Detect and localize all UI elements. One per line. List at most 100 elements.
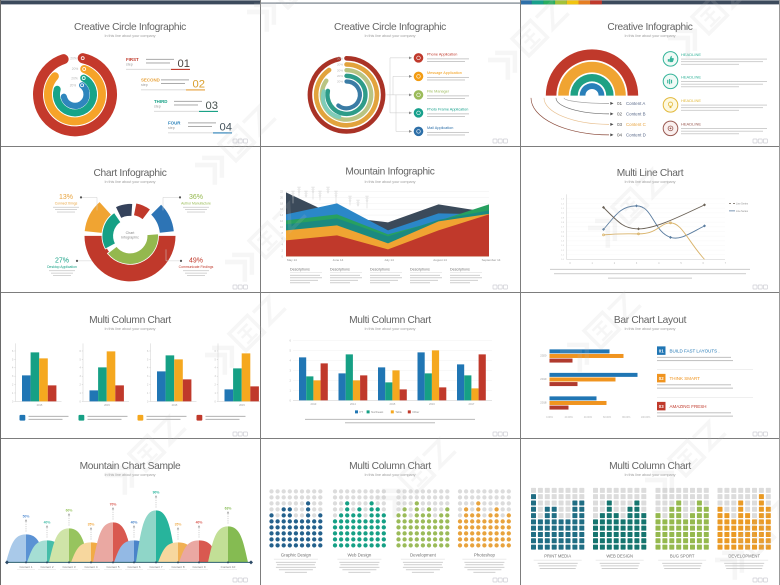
svg-text:20%: 20% <box>70 56 77 60</box>
svg-text:PT: PT <box>360 409 364 413</box>
svg-text:5: 5 <box>290 348 292 352</box>
svg-text:4: 4 <box>147 366 149 369</box>
svg-text:Content B: Content B <box>626 111 646 116</box>
svg-text:1.2: 1.2 <box>561 204 565 206</box>
svg-text:60%: 60% <box>66 508 73 512</box>
svg-text:Content 6: Content 6 <box>127 565 140 569</box>
svg-text:5: 5 <box>214 358 216 361</box>
svg-text:Line Series: Line Series <box>736 210 749 213</box>
svg-text:0: 0 <box>79 400 81 403</box>
svg-text:Content 3: Content 3 <box>62 565 75 569</box>
svg-text:0.00%: 0.00% <box>546 415 554 418</box>
svg-text:5: 5 <box>147 358 149 361</box>
svg-text:Descriptions: Descriptions <box>290 268 310 272</box>
svg-text:20%: 20% <box>337 63 343 67</box>
svg-text:step: step <box>168 126 175 130</box>
svg-text:02: 02 <box>659 375 664 380</box>
svg-text:36%: 36% <box>189 194 203 201</box>
svg-text:2019: 2019 <box>540 376 547 380</box>
svg-text:5: 5 <box>79 358 81 361</box>
svg-text:Content 10: Content 10 <box>221 565 236 569</box>
svg-text:THINK SMART: THINK SMART <box>670 375 701 380</box>
svg-text:Chart Infographic: Chart Infographic <box>93 168 166 179</box>
svg-text:Photoshop: Photoshop <box>474 552 496 557</box>
svg-text:2015: 2015 <box>239 402 245 406</box>
svg-text:Creative Infographic: Creative Infographic <box>607 22 692 33</box>
svg-text:20%: 20% <box>337 74 343 78</box>
svg-text:0: 0 <box>147 400 149 403</box>
svg-text:FIRST: FIRST <box>126 57 139 62</box>
svg-text:6: 6 <box>290 338 292 342</box>
svg-text:1.4: 1.4 <box>561 241 565 243</box>
svg-text:4: 4 <box>658 262 660 265</box>
svg-text:Content 1: Content 1 <box>19 565 32 569</box>
svg-text:2: 2 <box>282 249 284 253</box>
svg-text:2015: 2015 <box>172 402 178 406</box>
svg-text:THIRD: THIRD <box>154 99 167 104</box>
svg-text:4: 4 <box>12 366 14 369</box>
svg-text:HEADLINE: HEADLINE <box>681 52 701 57</box>
svg-text:Communicate Findings: Communicate Findings <box>179 265 214 269</box>
svg-text:03: 03 <box>206 100 218 112</box>
svg-text:Creative Circle Infographic: Creative Circle Infographic <box>334 22 446 33</box>
svg-text:In this line about your compan: In this line about your company <box>104 180 155 184</box>
svg-text:4: 4 <box>214 366 216 369</box>
svg-text:Graphic Design: Graphic Design <box>281 552 312 557</box>
svg-text:8: 8 <box>282 231 284 235</box>
svg-text:04: 04 <box>220 121 232 133</box>
svg-text:Photo Frame Application: Photo Frame Application <box>427 108 468 112</box>
svg-text:2016: 2016 <box>429 401 435 405</box>
svg-text:1.8: 1.8 <box>561 222 565 224</box>
svg-text:1: 1 <box>290 388 292 392</box>
svg-text:HEADLINE: HEADLINE <box>681 75 701 80</box>
svg-text:HEADLINE: HEADLINE <box>681 122 701 127</box>
svg-text:40%: 40% <box>196 520 203 524</box>
svg-text:In this line about your compan: In this line about your company <box>364 34 415 38</box>
svg-text:20%: 20% <box>337 56 343 60</box>
svg-text:1.3: 1.3 <box>561 199 565 201</box>
svg-text:July 14: July 14 <box>384 258 394 262</box>
svg-text:step: step <box>154 105 161 109</box>
svg-text:Multi Column Chart: Multi Column Chart <box>89 314 171 325</box>
svg-text:HEADLINE: HEADLINE <box>681 98 701 103</box>
svg-text:2: 2 <box>12 383 14 386</box>
svg-text:63%: 63% <box>225 506 232 510</box>
svg-text:20%: 20% <box>337 80 343 84</box>
svg-text:2: 2 <box>214 383 216 386</box>
svg-text:02: 02 <box>617 111 623 116</box>
svg-text:Table: Table <box>395 409 402 413</box>
svg-text:4: 4 <box>290 358 292 362</box>
svg-text:Descriptions: Descriptions <box>410 268 430 272</box>
svg-text:49%: 49% <box>189 258 203 265</box>
svg-text:70%: 70% <box>110 502 117 506</box>
svg-text:3: 3 <box>79 375 81 378</box>
svg-text:16: 16 <box>280 207 283 211</box>
svg-text:2: 2 <box>79 383 81 386</box>
svg-text:0: 0 <box>12 400 14 403</box>
svg-text:0: 0 <box>282 255 284 259</box>
svg-text:1: 1 <box>592 262 594 265</box>
svg-text:step: step <box>141 83 148 87</box>
svg-text:In this line about your compan: In this line about your company <box>624 326 675 330</box>
svg-text:50%: 50% <box>23 514 30 518</box>
svg-text:Descriptions: Descriptions <box>370 268 390 272</box>
svg-text:35%: 35% <box>88 522 95 526</box>
svg-text:Content 5: Content 5 <box>106 565 119 569</box>
svg-text:6: 6 <box>147 349 149 352</box>
svg-text:4: 4 <box>282 243 284 247</box>
svg-text:1.7: 1.7 <box>561 227 565 229</box>
svg-text:02: 02 <box>193 78 205 90</box>
svg-text:Other: Other <box>412 409 419 413</box>
svg-text:In this line about your compan: In this line about your company <box>624 34 675 38</box>
svg-text:June 14: June 14 <box>333 258 344 262</box>
svg-text:1.9: 1.9 <box>561 218 565 220</box>
svg-text:Message Application: Message Application <box>427 71 462 75</box>
svg-text:Multi Column Chart: Multi Column Chart <box>609 461 691 472</box>
svg-text:01: 01 <box>659 348 664 353</box>
svg-text:In this line about your compan: In this line about your company <box>364 326 415 330</box>
svg-text:In this line about your compan: In this line about your company <box>104 473 155 477</box>
svg-text:2: 2 <box>614 262 616 265</box>
svg-text:Descriptions: Descriptions <box>450 268 470 272</box>
svg-text:0: 0 <box>214 400 216 403</box>
svg-text:September 14: September 14 <box>482 258 501 262</box>
